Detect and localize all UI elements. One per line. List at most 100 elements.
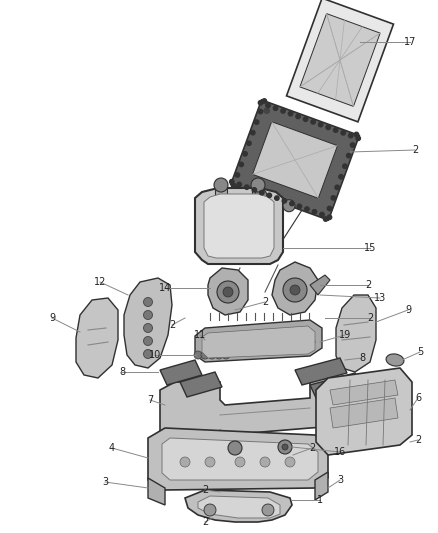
Circle shape: [260, 190, 264, 195]
Text: 2: 2: [309, 443, 315, 453]
Circle shape: [282, 199, 286, 203]
Polygon shape: [330, 380, 398, 405]
Polygon shape: [295, 358, 347, 385]
Circle shape: [327, 206, 332, 211]
Text: 17: 17: [404, 37, 416, 47]
Circle shape: [265, 109, 268, 113]
Circle shape: [244, 185, 249, 189]
Circle shape: [335, 185, 339, 190]
Circle shape: [223, 287, 233, 297]
Circle shape: [231, 183, 236, 188]
Text: 2: 2: [412, 145, 418, 155]
Polygon shape: [160, 360, 202, 385]
Text: 2: 2: [202, 485, 208, 495]
Circle shape: [258, 101, 263, 105]
Circle shape: [265, 109, 268, 113]
Bar: [215, 188, 227, 208]
Text: 7: 7: [147, 395, 153, 405]
Circle shape: [265, 109, 268, 113]
Circle shape: [327, 215, 332, 220]
Text: 5: 5: [417, 347, 423, 357]
Text: 6: 6: [415, 393, 421, 403]
Text: 3: 3: [102, 477, 108, 487]
Circle shape: [297, 204, 302, 208]
Circle shape: [260, 457, 270, 467]
Circle shape: [323, 217, 328, 221]
Polygon shape: [316, 368, 412, 455]
Circle shape: [265, 109, 268, 113]
Circle shape: [318, 123, 323, 127]
Circle shape: [305, 207, 309, 211]
Circle shape: [265, 109, 268, 113]
Polygon shape: [202, 326, 315, 358]
Circle shape: [265, 109, 268, 113]
Text: 3: 3: [337, 475, 343, 485]
Text: 8: 8: [359, 353, 365, 363]
Circle shape: [266, 103, 270, 108]
Circle shape: [288, 111, 293, 116]
Polygon shape: [310, 373, 362, 400]
Circle shape: [205, 457, 215, 467]
Polygon shape: [272, 262, 318, 315]
Circle shape: [267, 193, 272, 198]
Circle shape: [251, 131, 255, 135]
Circle shape: [346, 154, 351, 158]
Polygon shape: [231, 100, 359, 220]
Polygon shape: [76, 298, 118, 378]
Circle shape: [243, 151, 247, 156]
Circle shape: [309, 339, 315, 345]
Circle shape: [354, 132, 359, 136]
Circle shape: [228, 441, 242, 455]
Circle shape: [331, 196, 336, 200]
Polygon shape: [180, 372, 222, 397]
Text: 14: 14: [159, 283, 171, 293]
Circle shape: [296, 114, 300, 119]
Circle shape: [304, 117, 308, 122]
Circle shape: [278, 440, 292, 454]
Circle shape: [251, 178, 265, 192]
Circle shape: [320, 212, 324, 217]
Circle shape: [265, 109, 268, 113]
Circle shape: [247, 141, 251, 146]
Circle shape: [262, 99, 267, 103]
Text: 10: 10: [149, 350, 161, 360]
Circle shape: [326, 125, 330, 130]
Circle shape: [283, 278, 307, 302]
Text: 2: 2: [365, 280, 371, 290]
Circle shape: [356, 136, 360, 141]
Circle shape: [265, 109, 268, 113]
Circle shape: [144, 350, 152, 359]
Circle shape: [265, 109, 268, 113]
Polygon shape: [195, 320, 322, 362]
Circle shape: [235, 457, 245, 467]
Circle shape: [290, 285, 300, 295]
Polygon shape: [162, 438, 318, 480]
Text: 13: 13: [374, 293, 386, 303]
Circle shape: [350, 143, 355, 147]
Text: 2: 2: [415, 435, 421, 445]
Circle shape: [222, 351, 230, 359]
Circle shape: [217, 281, 239, 303]
Circle shape: [214, 178, 228, 192]
Text: 15: 15: [364, 243, 376, 253]
Circle shape: [215, 351, 223, 359]
Polygon shape: [148, 428, 328, 490]
Circle shape: [283, 200, 295, 212]
Circle shape: [304, 334, 320, 350]
Circle shape: [285, 457, 295, 467]
Circle shape: [144, 324, 152, 333]
Circle shape: [349, 133, 353, 138]
Text: 16: 16: [334, 447, 346, 457]
Circle shape: [265, 109, 268, 113]
Circle shape: [290, 201, 294, 206]
Circle shape: [194, 351, 202, 359]
Text: 19: 19: [339, 330, 351, 340]
Circle shape: [255, 189, 267, 201]
Ellipse shape: [386, 354, 404, 366]
Polygon shape: [310, 275, 330, 295]
Circle shape: [312, 209, 317, 214]
Polygon shape: [300, 14, 380, 107]
Circle shape: [282, 444, 288, 450]
Circle shape: [208, 351, 216, 359]
Text: 2: 2: [262, 297, 268, 307]
